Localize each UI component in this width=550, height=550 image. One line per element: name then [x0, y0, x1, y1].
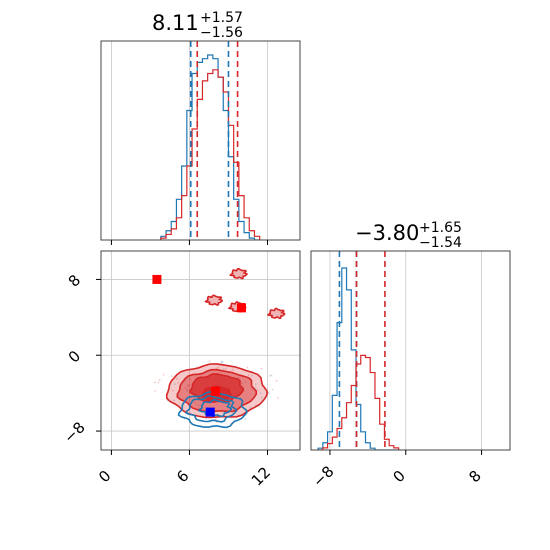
- sample-point: [217, 366, 220, 369]
- tick-label-param2-y-2: 8: [65, 271, 84, 290]
- sample-point: [184, 387, 187, 389]
- sample-point: [208, 360, 211, 363]
- sample-point: [231, 368, 234, 371]
- sample-point: [275, 379, 278, 382]
- sample-point: [162, 373, 165, 376]
- red-island-3: [266, 307, 286, 320]
- sample-point: [154, 390, 156, 392]
- sample-point: [269, 374, 272, 377]
- title-param1-plus: +1.57: [200, 10, 243, 26]
- sample-point: [186, 389, 189, 391]
- sample-point: [261, 396, 263, 399]
- sample-point: [177, 382, 180, 384]
- sample-point: [246, 366, 249, 369]
- sample-point: [186, 389, 189, 392]
- hist-param2-blue: [317, 267, 399, 450]
- sample-point: [176, 377, 178, 380]
- sample-point: [194, 401, 196, 404]
- hist-param1: [160, 41, 261, 240]
- sample-point: [225, 368, 227, 371]
- sample-point: [189, 378, 192, 381]
- joint-contours: [152, 268, 286, 429]
- sample-point: [154, 381, 156, 384]
- hist-param2-red: [318, 354, 400, 450]
- sample-point: [187, 384, 190, 387]
- sample-point: [221, 411, 224, 414]
- sample-point: [250, 374, 253, 377]
- sample-point: [259, 392, 262, 395]
- frame-top-left: [100, 40, 301, 241]
- sample-point: [215, 418, 217, 420]
- panel-bottom-right: [311, 251, 510, 450]
- tick-label-param1-0: 0: [95, 467, 114, 486]
- sample-point: [268, 392, 270, 394]
- sample-point: [249, 406, 252, 409]
- sample-point: [215, 367, 218, 370]
- sample-point: [220, 360, 223, 363]
- sample-point: [237, 376, 240, 379]
- blue-contour-inner: [197, 398, 233, 418]
- sample-point: [247, 374, 250, 376]
- hist-param1-blue: [160, 54, 260, 240]
- marker-blue-0: [205, 407, 215, 417]
- sample-point: [222, 368, 225, 370]
- frame-bottom-left: [100, 250, 301, 451]
- sample-point: [173, 399, 176, 402]
- sample-point: [170, 375, 173, 378]
- tick-label-param2-x-2: 8: [465, 467, 484, 486]
- title-param1-minus: −1.56: [200, 25, 243, 41]
- sample-point: [271, 388, 274, 391]
- tick-label-param2-x-1: 0: [389, 467, 408, 486]
- marker-red-0: [152, 274, 162, 284]
- sample-point: [158, 379, 161, 381]
- sample-point: [241, 382, 244, 385]
- sample-point: [174, 383, 176, 385]
- grid-lines: [101, 41, 482, 450]
- tick-label-param2-y-1: 0: [65, 347, 84, 366]
- sample-point: [199, 403, 202, 406]
- sample-point: [254, 387, 257, 389]
- sample-point: [256, 389, 259, 392]
- sample-point: [244, 381, 247, 384]
- tick-label-param1-1: 6: [173, 467, 192, 486]
- sample-point: [187, 384, 190, 387]
- tick-label-param2-y-0: −8: [60, 418, 88, 446]
- sample-point: [240, 382, 243, 385]
- sample-point: [221, 360, 224, 363]
- sample-point: [186, 385, 189, 388]
- panel-top-left: [101, 41, 300, 240]
- marker-red-2: [210, 386, 220, 396]
- tick-label-param1-2: 12: [248, 463, 274, 489]
- sample-point: [244, 418, 247, 420]
- sample-point: [197, 404, 200, 407]
- sample-point: [270, 374, 273, 377]
- hist-param2: [317, 251, 400, 450]
- blue-contour-outer: [177, 391, 248, 429]
- sample-point: [157, 381, 160, 384]
- hist-param1-red: [160, 69, 261, 240]
- title-param2-minus: −1.54: [419, 235, 462, 251]
- blue-contour-mid: [185, 395, 238, 423]
- red-island-0: [228, 268, 248, 280]
- sample-point: [260, 367, 263, 370]
- marker-red-1: [236, 303, 246, 313]
- tick-label-param2-x-0: −8: [309, 462, 337, 490]
- sample-point: [277, 396, 279, 399]
- sample-point: [254, 383, 257, 386]
- title-param2-median: −3.80: [355, 221, 419, 245]
- title-param2-plus: +1.65: [419, 220, 462, 236]
- title-param1-median: 8.11: [152, 11, 199, 35]
- red-island-1: [204, 294, 224, 306]
- frame-bottom-right: [310, 250, 511, 451]
- sample-point: [220, 362, 223, 364]
- sample-point: [171, 389, 174, 392]
